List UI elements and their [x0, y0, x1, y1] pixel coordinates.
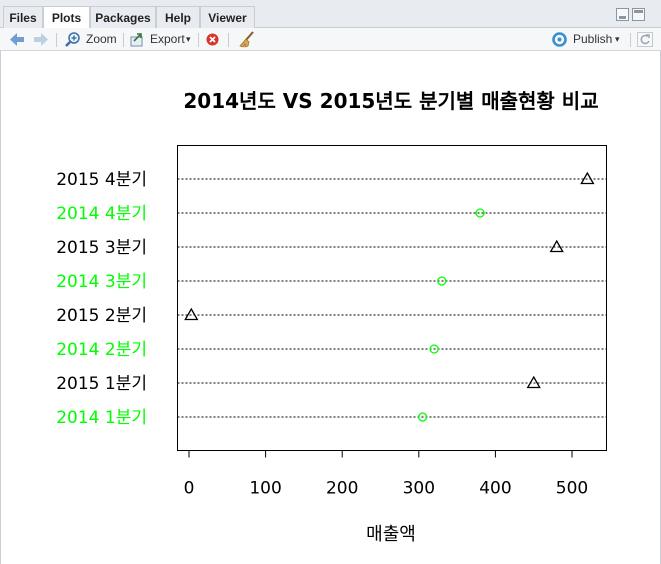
tab-plots[interactable]: Plots	[43, 6, 90, 29]
point-circle-5	[437, 276, 447, 286]
point-circle-3	[429, 344, 439, 354]
publish-label: Publish	[573, 32, 613, 46]
point-triangle-4	[184, 307, 199, 321]
x-tick-label: 200	[326, 479, 358, 499]
refresh-icon[interactable]	[637, 32, 653, 47]
publish-button[interactable]: Publish ▾	[551, 28, 625, 51]
point-circle-1	[417, 412, 428, 422]
category-labels: 2014 1분기 2015 1분기 2014 2분기 2015 2분기 2014 3분기…	[56, 170, 147, 428]
point-triangle-2	[526, 375, 541, 389]
category-label-6: 2015 3분기	[56, 238, 147, 258]
point-circle-7	[475, 208, 485, 218]
category-label-7: 2014 4분기	[56, 204, 147, 224]
x-tick-label: 300	[403, 479, 435, 499]
toolbar-divider	[56, 33, 57, 47]
minimize-pane-button[interactable]	[616, 8, 629, 21]
forward-arrow-icon[interactable]	[33, 32, 49, 47]
toolbar-divider	[198, 33, 199, 47]
point-triangle-8	[580, 171, 595, 185]
plot-area-border	[177, 145, 607, 451]
data-points	[184, 171, 595, 422]
toolbar-divider	[123, 33, 124, 47]
x-tick-label: 100	[249, 479, 281, 499]
x-axis-label: 매출액	[366, 524, 416, 545]
tab-packages[interactable]: Packages	[90, 6, 156, 28]
maximize-icon	[634, 10, 643, 19]
chart-title: 2014년도 VS 2015년도 분기별 매출현황 비교	[183, 89, 598, 113]
back-arrow-icon[interactable]	[9, 32, 25, 47]
plots-toolbar: Zoom Export ▾ Publish ▾	[0, 28, 661, 51]
export-menu-button[interactable]: Export ▾	[130, 28, 194, 51]
toolbar-divider	[228, 33, 229, 47]
category-label-8: 2015 4분기	[56, 170, 147, 190]
zoom-icon	[65, 32, 80, 47]
zoom-label: Zoom	[86, 32, 117, 46]
category-label-4: 2015 2분기	[56, 306, 147, 326]
x-tick-label: 0	[184, 479, 195, 499]
tab-help[interactable]: Help	[156, 6, 200, 28]
toolbar-divider	[630, 33, 631, 47]
category-label-5: 2014 3분기	[56, 272, 147, 292]
tab-viewer[interactable]: Viewer	[200, 6, 255, 28]
x-tick-label: 500	[556, 479, 588, 499]
dropdown-caret-icon: ▾	[186, 34, 191, 44]
tab-files[interactable]: Files	[3, 6, 43, 28]
pane-tab-bar: Files Plots Packages Help Viewer	[0, 0, 661, 29]
remove-plot-icon[interactable]	[205, 32, 220, 47]
publish-icon	[552, 32, 567, 47]
maximize-pane-button[interactable]	[632, 8, 645, 21]
zoom-button[interactable]: Zoom	[65, 28, 119, 51]
x-axis: 0 100 200 300 400 500	[184, 450, 588, 499]
export-label: Export	[150, 32, 185, 46]
minimize-icon	[619, 16, 626, 19]
dotchart-plot: 2014년도 VS 2015년도 분기별 매출현황 비교 2014 1분기201…	[56, 89, 607, 545]
point-triangle-6	[549, 239, 564, 253]
category-label-1: 2014 1분기	[56, 408, 147, 428]
clear-plots-broom-icon[interactable]	[238, 31, 255, 48]
category-label-2: 2015 1분기	[56, 374, 147, 394]
gridlines	[177, 178, 607, 418]
category-label-3: 2014 2분기	[56, 340, 147, 360]
x-tick-label: 400	[479, 479, 511, 499]
export-icon	[130, 33, 143, 47]
dropdown-caret-icon: ▾	[615, 34, 620, 44]
